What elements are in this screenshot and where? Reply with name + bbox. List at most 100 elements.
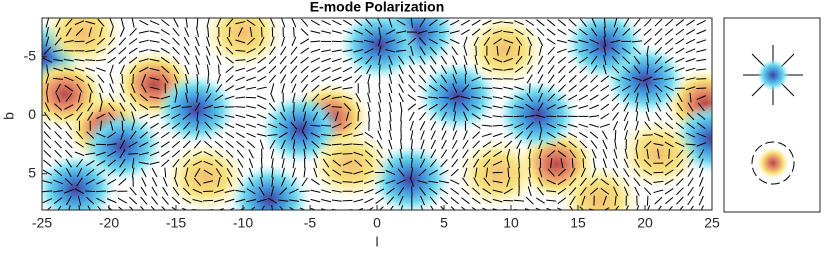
polarization-vector <box>207 27 210 38</box>
polarization-vector <box>63 58 74 62</box>
polarization-vector <box>536 28 545 36</box>
polarization-vector <box>514 66 524 73</box>
polarization-vector <box>685 29 696 35</box>
polarization-vector <box>216 36 221 47</box>
polarization-vector <box>537 64 544 75</box>
legend-frame <box>723 17 821 213</box>
polarization-vector <box>140 196 148 205</box>
polarization-vector <box>611 55 620 65</box>
polarization-vector <box>664 85 674 91</box>
polarization-vector <box>601 130 608 140</box>
polarization-vector <box>654 196 663 205</box>
polarization-vector <box>525 196 534 205</box>
polarization-vector <box>203 199 214 202</box>
polarization-vector <box>310 189 321 193</box>
polarization-vector <box>696 68 707 71</box>
polarization-vector <box>417 30 428 34</box>
polarization-vector <box>388 64 393 75</box>
polarization-vector <box>172 46 180 55</box>
polarization-vector <box>96 48 106 54</box>
polarization-vector <box>655 112 662 121</box>
polarization-vector <box>363 39 374 43</box>
polarization-vector <box>664 178 674 185</box>
polarization-vector <box>452 83 458 94</box>
polarization-vector <box>418 168 427 177</box>
polarization-vector <box>375 197 385 204</box>
x-tick-label: 5 <box>440 215 448 231</box>
polarization-vector <box>301 177 308 187</box>
polarization-vector <box>160 141 170 148</box>
polarization-vector <box>76 102 83 112</box>
polarization-vector <box>331 58 342 63</box>
polarization-vector <box>654 46 663 55</box>
polarization-vector <box>528 148 532 159</box>
polarization-vector <box>419 121 426 131</box>
polarization-vector <box>65 27 72 37</box>
polarization-vector <box>492 105 503 109</box>
polarization-vector <box>89 92 92 103</box>
polarization-vector <box>321 124 332 127</box>
polarization-vector <box>290 177 297 187</box>
polarization-vector <box>183 46 190 56</box>
polarization-vector <box>141 177 147 187</box>
polarization-vector <box>65 196 72 206</box>
polarization-vector <box>225 85 235 92</box>
polarization-vector <box>271 204 273 210</box>
polarization-vector <box>226 158 234 168</box>
polarization-vector <box>235 96 246 99</box>
polarization-vector <box>428 96 439 99</box>
polarization-vector <box>632 46 641 55</box>
polarization-vector <box>139 131 149 139</box>
polarization-vector <box>643 140 652 149</box>
polarization-vector <box>292 139 296 150</box>
polarization-vector <box>603 207 610 210</box>
polarization-vector <box>149 58 160 62</box>
polarization-vector <box>332 159 342 167</box>
polarization-vector <box>299 207 306 210</box>
polarization-vector <box>450 206 456 210</box>
polarization-vector <box>353 40 364 43</box>
polarization-vector <box>225 56 234 64</box>
polarization-vector <box>183 159 191 168</box>
polarization-vector <box>569 196 576 206</box>
polarization-vector <box>600 178 610 186</box>
polarization-vector <box>514 77 525 81</box>
polarization-vector <box>590 178 599 186</box>
polarization-vector <box>141 74 147 84</box>
polarization-vector <box>419 46 426 56</box>
polarization-vector <box>471 113 481 120</box>
polarization-vector <box>463 111 468 122</box>
polarization-vector <box>217 176 221 187</box>
polarization-vector <box>149 49 160 53</box>
polarization-vector <box>171 131 181 139</box>
polarization-vector <box>270 36 275 47</box>
polarization-vector <box>96 37 106 46</box>
polarization-vector <box>235 59 246 62</box>
polarization-vector <box>226 177 233 187</box>
polarization-vector <box>634 130 640 140</box>
polarization-vector <box>77 195 82 206</box>
polarization-vector <box>321 142 332 146</box>
polarization-vector <box>610 85 621 91</box>
polarization-vector <box>160 122 170 129</box>
polarization-vector <box>645 83 650 94</box>
polarization-vector <box>246 123 256 128</box>
polarization-vector <box>321 20 331 26</box>
polarization-vector <box>246 188 256 195</box>
polarization-vector <box>53 58 64 62</box>
polarization-vector <box>687 186 694 196</box>
polarization-vector <box>600 187 610 195</box>
polarization-vector <box>300 47 310 55</box>
polarization-vector <box>396 19 406 26</box>
polarization-vector <box>119 102 126 112</box>
polarization-vector <box>149 96 160 99</box>
polarization-vector <box>408 84 416 93</box>
polarization-vector <box>300 28 309 36</box>
polarization-vector <box>237 158 244 168</box>
polarization-vector <box>569 167 576 178</box>
polarization-vector <box>45 27 49 38</box>
polarization-vector <box>646 101 650 112</box>
polarization-vector <box>85 190 96 193</box>
polarization-vector <box>535 207 542 210</box>
polarization-vector <box>557 150 567 158</box>
